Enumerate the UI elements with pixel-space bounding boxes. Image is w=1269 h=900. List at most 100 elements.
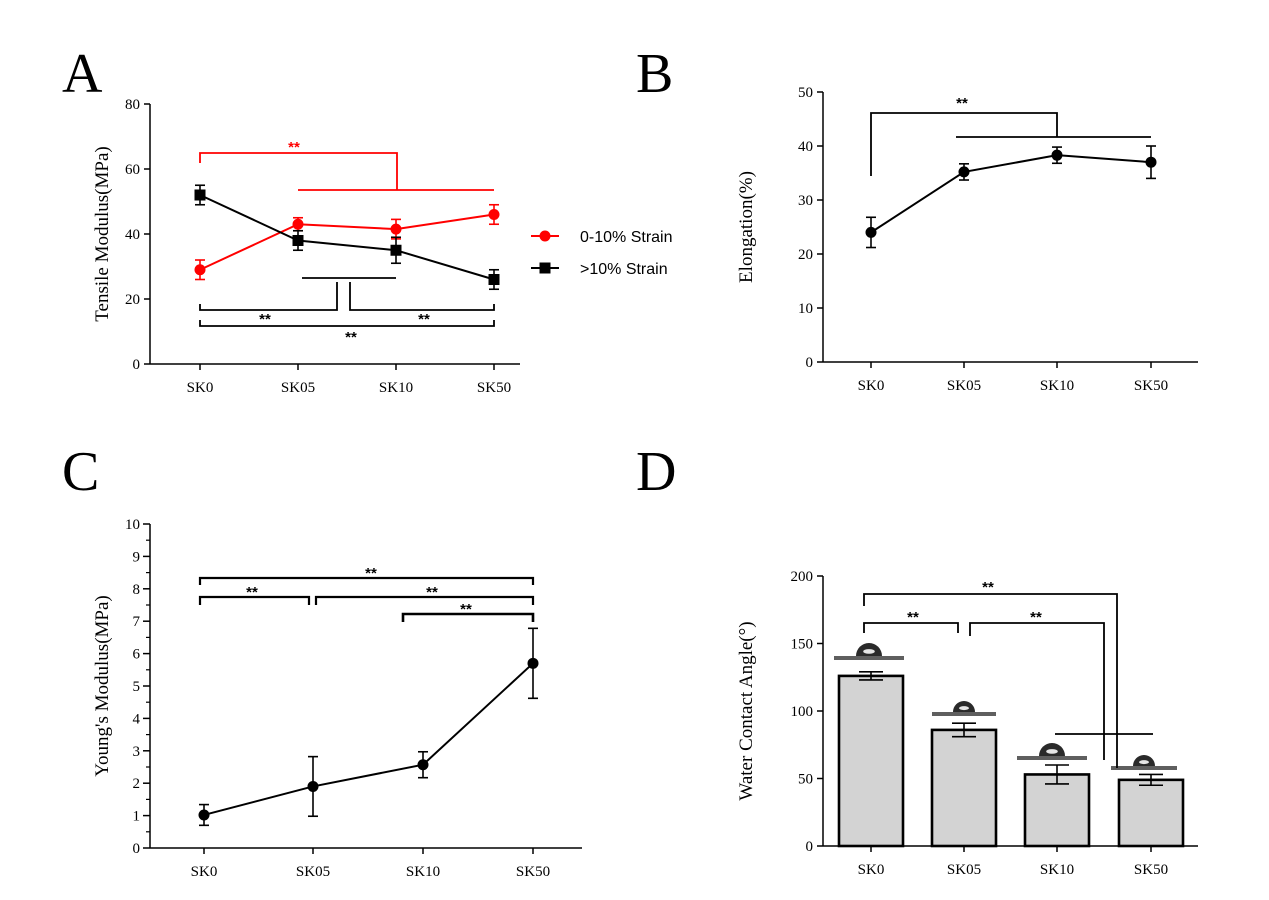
y-tick-label: 1	[133, 809, 141, 825]
significance-label: **	[365, 565, 377, 582]
x-tick-label: SK10	[406, 864, 440, 880]
y-tick-label: 10	[798, 301, 813, 317]
significance-bracket	[349, 282, 495, 311]
data-point	[390, 223, 402, 235]
substrate-plate	[1111, 766, 1177, 770]
data-point	[1145, 156, 1157, 168]
y-tick-label: 200	[791, 569, 814, 585]
significance-label: **	[345, 329, 357, 346]
x-tick-label: SK50	[1134, 378, 1168, 394]
x-tick-label: SK10	[1040, 378, 1074, 394]
panel-c-chart: 0 1 2 3 4 5 6 7 8 9 10 SK0 SK05 SK10 SK50 Young's Modul…	[92, 517, 582, 880]
panel-d-chart: 0 50 100 150 200 SK0 SK05 SK10 SK50 Water Contact…	[736, 569, 1198, 878]
series-line	[870, 154, 1152, 234]
y-tick-label: 0	[133, 357, 141, 373]
x-tick-label: SK50	[516, 864, 550, 880]
y-tick-label: 40	[798, 139, 813, 155]
droplet-highlight	[863, 649, 875, 654]
bar	[1117, 778, 1185, 848]
y-tick-label: 8	[133, 582, 141, 598]
significance-label: **	[982, 579, 994, 596]
y-tick-label: 150	[791, 637, 814, 653]
data-point	[307, 780, 319, 792]
significance-bracket	[199, 282, 338, 311]
significance-bracket	[870, 112, 1058, 176]
x-tick-label: SK50	[1134, 862, 1168, 878]
significance-bracket	[199, 320, 495, 327]
y-tick-label: 20	[125, 292, 140, 308]
data-point	[488, 274, 500, 285]
y-tick-label: 3	[133, 744, 141, 760]
data-point	[292, 218, 304, 230]
significance-bracket	[401, 612, 535, 622]
x-tick-label: SK0	[191, 864, 218, 880]
x-tick-label: SK10	[1040, 862, 1074, 878]
panel-letter-b: B	[636, 43, 673, 105]
x-tick-label: SK05	[947, 378, 981, 394]
x-tick-label: SK50	[477, 380, 511, 396]
significance-bracket	[863, 622, 959, 633]
y-tick-label: 2	[133, 776, 141, 792]
y-tick-label: 80	[125, 97, 140, 113]
substrate-plate	[834, 656, 904, 660]
data-point	[194, 264, 206, 276]
significance-label: **	[259, 311, 271, 328]
legend-label-2: >10% Strain	[580, 261, 668, 278]
y-tick-label: 50	[798, 772, 813, 788]
y-axis-title: Water Contact Angle(°)	[736, 621, 757, 800]
y-tick-label: 6	[133, 647, 141, 663]
bar	[1023, 773, 1091, 848]
substrate-plate	[1017, 756, 1087, 760]
x-tick-label: SK0	[187, 380, 214, 396]
data-point	[417, 759, 429, 771]
data-point	[390, 244, 402, 256]
substrate-plate	[932, 712, 996, 716]
y-axis-title: Tensile Modulus(MPa)	[92, 146, 113, 321]
y-tick-label: 50	[798, 85, 813, 101]
x-tick-label: SK0	[858, 378, 885, 394]
y-tick-label: 30	[798, 193, 813, 209]
y-axis-title: Young's Modulus(MPa)	[92, 595, 113, 777]
significance-bracket	[863, 593, 1118, 768]
significance-bracket	[198, 595, 311, 605]
significance-label: **	[288, 139, 300, 156]
panel-a-chart: 0 20 40 60 80 SK0 SK05 SK10 SK50 Tensile Modulus(…	[92, 97, 673, 396]
data-point	[958, 166, 970, 178]
panel-letter-d: D	[636, 441, 676, 503]
data-point	[198, 809, 210, 821]
droplet-highlight	[959, 706, 969, 711]
y-tick-label: 100	[791, 704, 814, 720]
significance-label: **	[426, 584, 438, 601]
data-point	[865, 226, 877, 238]
legend-label-1: 0-10% Strain	[580, 229, 673, 246]
data-point	[194, 189, 206, 201]
series-line	[199, 194, 495, 281]
y-tick-label: 9	[133, 549, 141, 565]
significance-label: **	[956, 95, 968, 112]
significance-label: **	[1030, 609, 1042, 626]
legend-marker-circle	[539, 230, 551, 242]
significance-bracket	[198, 576, 535, 585]
y-tick-label: 0	[133, 841, 141, 857]
y-tick-label: 5	[133, 679, 141, 695]
y-tick-label: 60	[125, 162, 140, 178]
y-tick-label: 4	[133, 711, 141, 727]
panel-letter-c: C	[62, 441, 99, 503]
data-point	[527, 657, 539, 669]
x-tick-label: SK05	[281, 380, 315, 396]
significance-bracket	[314, 595, 535, 605]
droplet-highlight	[1139, 760, 1149, 765]
panel-letter-a: A	[62, 43, 103, 105]
significance-label: **	[907, 609, 919, 626]
significance-bracket	[969, 622, 1105, 760]
y-axis-title: Elongation(%)	[736, 171, 757, 283]
series-line	[199, 213, 495, 271]
y-tick-label: 10	[125, 517, 140, 533]
y-tick-label: 7	[133, 614, 141, 630]
data-point	[488, 209, 500, 220]
droplet-highlight	[1046, 749, 1058, 754]
y-tick-label: 20	[798, 247, 813, 263]
significance-label: **	[460, 601, 472, 618]
y-tick-label: 40	[125, 227, 140, 243]
